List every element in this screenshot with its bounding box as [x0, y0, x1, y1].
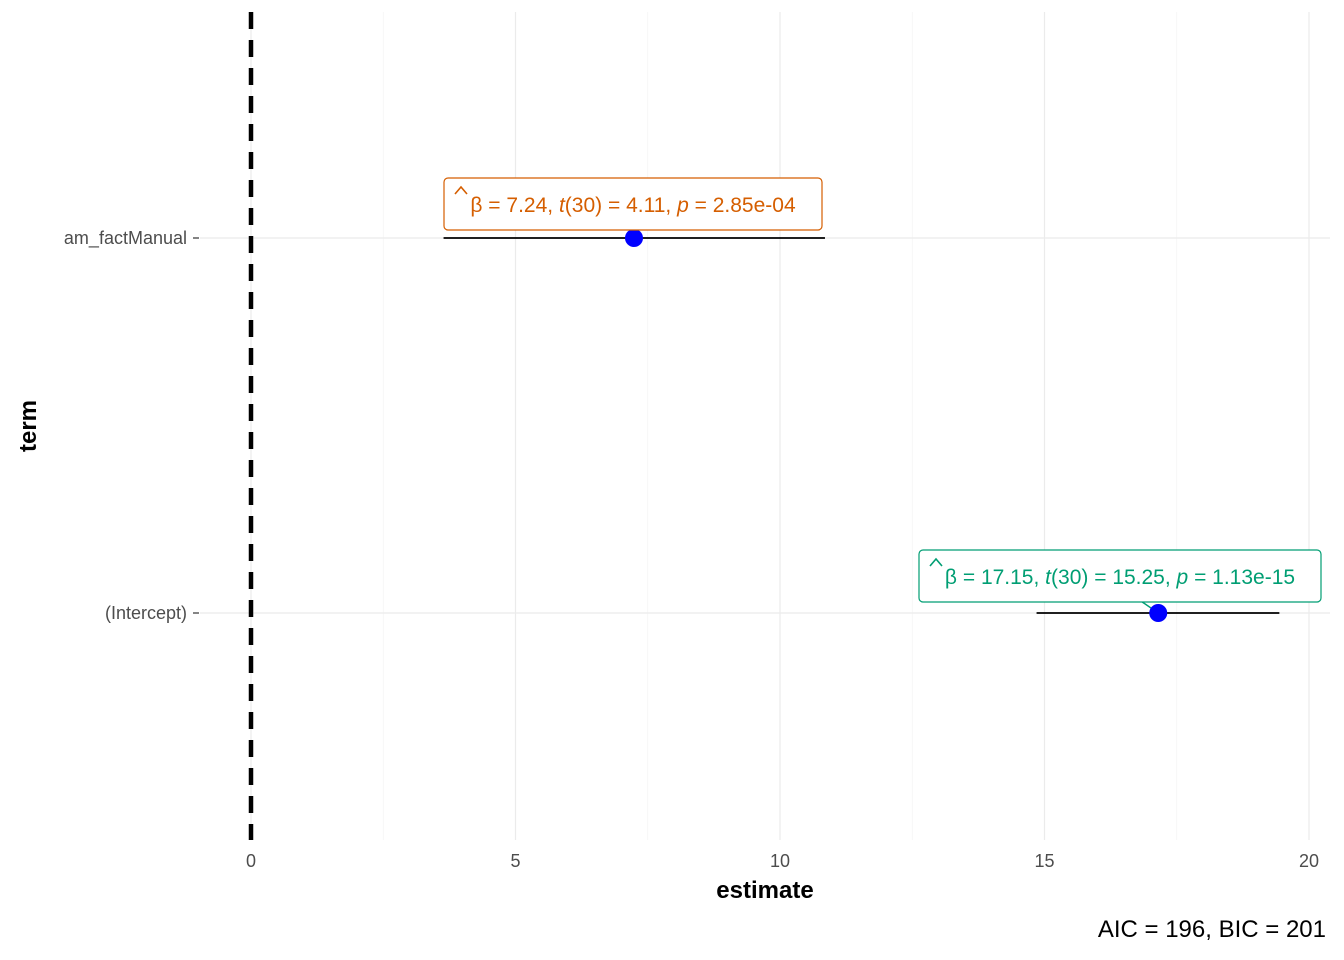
- label-text: β = 7.24, t(30) = 4.11, p = 2.85e-04: [470, 194, 796, 217]
- minor-gridlines: [382, 12, 1178, 840]
- caption-separator: ,: [1205, 916, 1218, 943]
- coefficient-labels: β = 7.24, t(30) = 4.11, p = 2.85e-04β = …: [443, 177, 1322, 603]
- estimate-points: [624, 229, 1168, 622]
- x-axis-title: estimate: [716, 877, 813, 904]
- beta-value: 7.24: [506, 194, 547, 217]
- caption-aic-key: AIC: [1098, 916, 1138, 943]
- x-tick-label: 5: [510, 851, 520, 871]
- beta-hat-icon: [929, 557, 943, 567]
- t-symbol: t: [559, 194, 566, 217]
- caption-bic-value: 201: [1286, 916, 1326, 943]
- t-value: 15.25: [1112, 566, 1165, 589]
- beta-symbol: β: [945, 566, 957, 589]
- x-tick-label: 0: [246, 851, 256, 871]
- caption-equals-2: =: [1259, 916, 1286, 943]
- beta-symbol: β: [470, 194, 482, 217]
- separator: ,: [1165, 566, 1177, 589]
- estimate-point: [624, 229, 643, 247]
- equals-sign: =: [957, 566, 981, 589]
- y-tick-label: (Intercept): [105, 603, 187, 623]
- x-tick-label: 20: [1299, 851, 1319, 871]
- equals-sign: =: [482, 194, 506, 217]
- beta-value: 17.15: [981, 566, 1034, 589]
- coefficient-label: β = 17.15, t(30) = 15.25, p = 1.13e-15: [918, 549, 1322, 603]
- t-value: 4.11: [626, 194, 665, 217]
- p-symbol: p: [1176, 566, 1189, 589]
- estimate-point: [1149, 604, 1168, 622]
- label-text: β = 17.15, t(30) = 15.25, p = 1.13e-15: [945, 566, 1295, 589]
- separator: ,: [665, 194, 677, 217]
- y-axis-title: term: [15, 400, 42, 452]
- x-axis-ticks: 0 5 10 15 20: [246, 851, 1319, 871]
- caption-bic-key: BIC: [1219, 916, 1259, 943]
- caption-aic-value: 196: [1165, 916, 1205, 943]
- p-value: 1.13e-15: [1212, 566, 1295, 589]
- t-symbol: t: [1045, 566, 1052, 589]
- label-box: [443, 177, 823, 231]
- label-box: [918, 549, 1322, 603]
- y-axis-ticks: am_factManual (Intercept): [64, 228, 199, 623]
- x-tick-label: 15: [1034, 851, 1054, 871]
- equals-sign: =: [1088, 566, 1112, 589]
- degrees-of-freedom: (30): [1051, 566, 1088, 589]
- model-caption: AIC = 196, BIC = 201: [1098, 916, 1326, 943]
- equals-sign: =: [602, 194, 626, 217]
- caption-equals-1: =: [1138, 916, 1165, 943]
- coefficient-label: β = 7.24, t(30) = 4.11, p = 2.85e-04: [443, 177, 823, 231]
- p-symbol: p: [676, 194, 689, 217]
- separator: ,: [547, 194, 559, 217]
- equals-sign: =: [689, 194, 713, 217]
- degrees-of-freedom: (30): [565, 194, 602, 217]
- beta-hat-icon: [454, 185, 468, 195]
- x-tick-label: 10: [770, 851, 790, 871]
- p-value: 2.85e-04: [713, 194, 796, 217]
- y-tick-label: am_factManual: [64, 228, 187, 249]
- major-gridlines: [200, 12, 1330, 840]
- equals-sign: =: [1188, 566, 1212, 589]
- separator: ,: [1034, 566, 1046, 589]
